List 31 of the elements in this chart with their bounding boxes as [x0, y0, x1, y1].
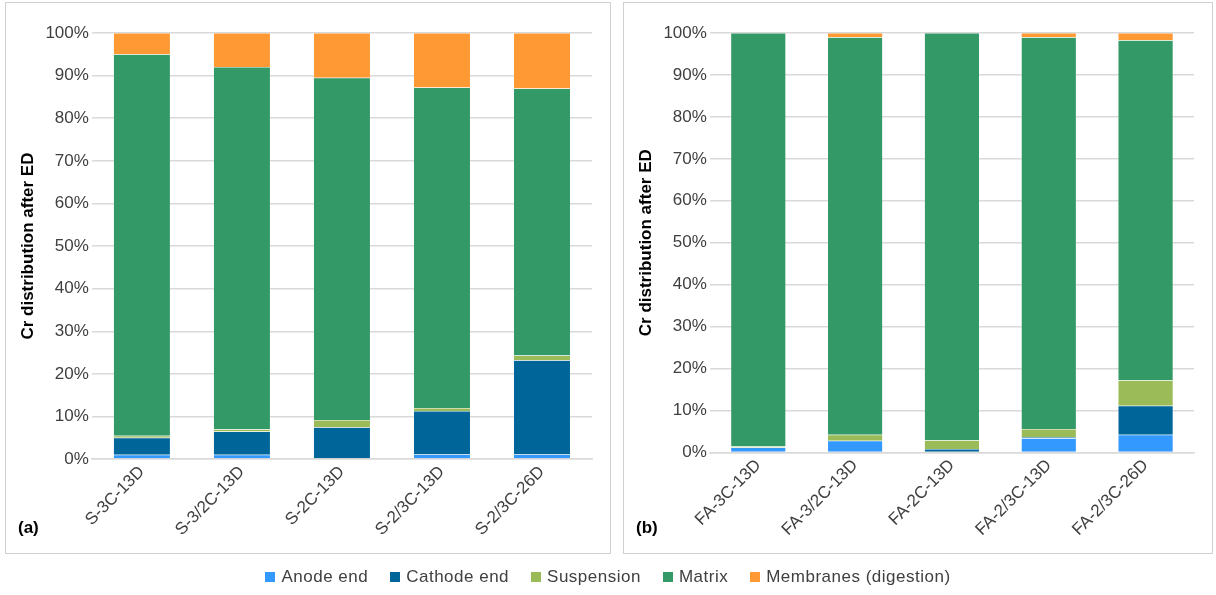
legend-label: Anode end: [281, 567, 369, 587]
legend-label: Membranes (digestion): [766, 567, 951, 587]
y-tick-label: 0%: [682, 442, 707, 462]
y-tick-label: 70%: [54, 150, 89, 170]
y-tick-label: 100%: [663, 22, 707, 42]
y-tick-label: 20%: [54, 363, 89, 383]
y-tick-label: 90%: [54, 65, 89, 85]
y-tick-label: 10%: [672, 400, 707, 420]
y-tick-label: 80%: [54, 107, 89, 127]
y-axis-title: Cr distribution after ED: [17, 152, 37, 340]
y-tick-label: 0%: [64, 448, 89, 468]
y-tick-label: 60%: [672, 190, 707, 210]
text: (b): [636, 518, 658, 537]
y-axis-title: Cr distribution after ED: [635, 149, 655, 337]
y-tick-label: 50%: [672, 232, 707, 252]
y-tick-label: 10%: [54, 406, 89, 426]
legend-label: Matrix: [678, 567, 729, 587]
y-tick-label: 50%: [54, 235, 89, 255]
legend-label: Cathode end: [406, 567, 510, 587]
y-tick-label: 40%: [672, 274, 707, 294]
y-tick-label: 80%: [672, 106, 707, 126]
text: (a): [18, 518, 39, 537]
legend-label: Suspension: [547, 567, 641, 587]
y-tick-label: 20%: [672, 358, 707, 378]
y-tick-label: 100%: [45, 22, 89, 42]
y-tick-label: 60%: [54, 193, 89, 213]
y-tick-label: 40%: [54, 278, 89, 298]
y-tick-label: 90%: [672, 64, 707, 84]
y-tick-label: 70%: [672, 148, 707, 168]
y-tick-label: 30%: [672, 316, 707, 336]
y-tick-label: 30%: [54, 320, 89, 340]
